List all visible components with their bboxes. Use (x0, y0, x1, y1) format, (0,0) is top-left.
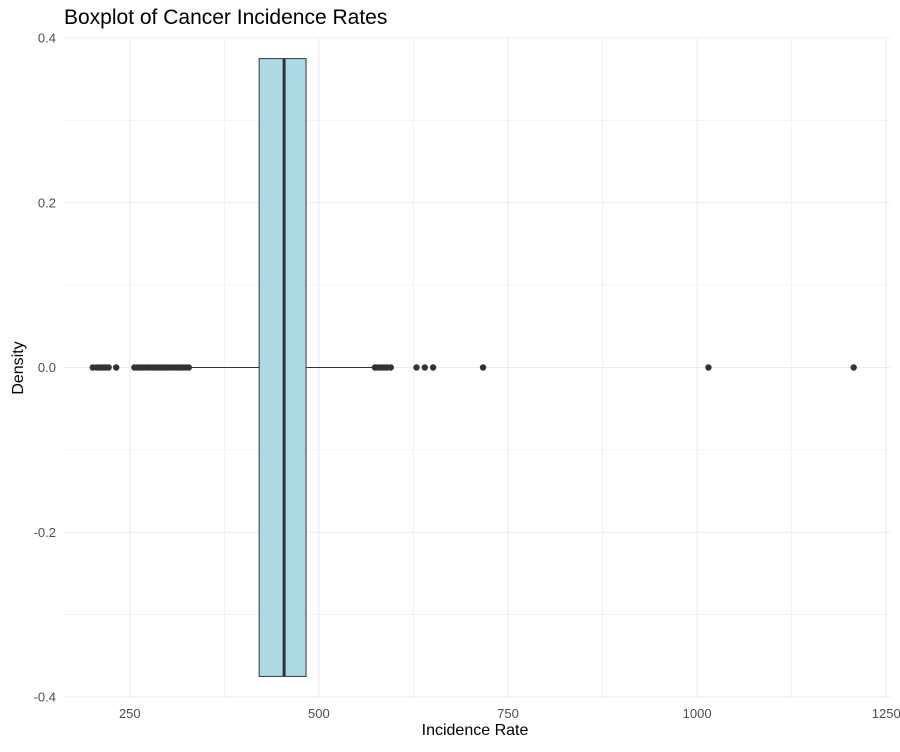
chart-title: Boxplot of Cancer Incidence Rates (64, 6, 388, 29)
box (258, 58, 307, 677)
outlier-point (850, 364, 857, 371)
outliers (89, 364, 857, 371)
outlier-point (387, 364, 394, 371)
outlier-point (185, 364, 193, 371)
outlier-point (105, 364, 112, 371)
x-tick-label: 250 (119, 706, 141, 721)
x-tick-labels: 250 500 750 1000 1250 (119, 706, 900, 721)
y-tick-label: -0.2 (34, 525, 56, 540)
y-tick-label: 0.0 (38, 360, 56, 375)
outlier-point (429, 364, 437, 371)
x-tick-label: 500 (308, 706, 330, 721)
outlier-point (112, 364, 120, 371)
y-tick-label: -0.4 (34, 690, 56, 705)
x-tick-label: 750 (497, 706, 519, 721)
outlier-point (705, 364, 712, 371)
x-axis-label: Incidence Rate (421, 722, 529, 739)
y-tick-label: 0.4 (38, 31, 56, 46)
y-tick-label: 0.2 (38, 195, 56, 210)
y-tick-labels: -0.4 -0.2 0.0 0.2 0.4 (34, 31, 56, 705)
box-iqr (258, 58, 307, 677)
outlier-point (479, 364, 487, 371)
outlier-point (421, 364, 429, 371)
x-tick-label: 1250 (872, 706, 900, 721)
outlier-point (413, 364, 420, 371)
x-tick-label: 1000 (683, 706, 712, 721)
